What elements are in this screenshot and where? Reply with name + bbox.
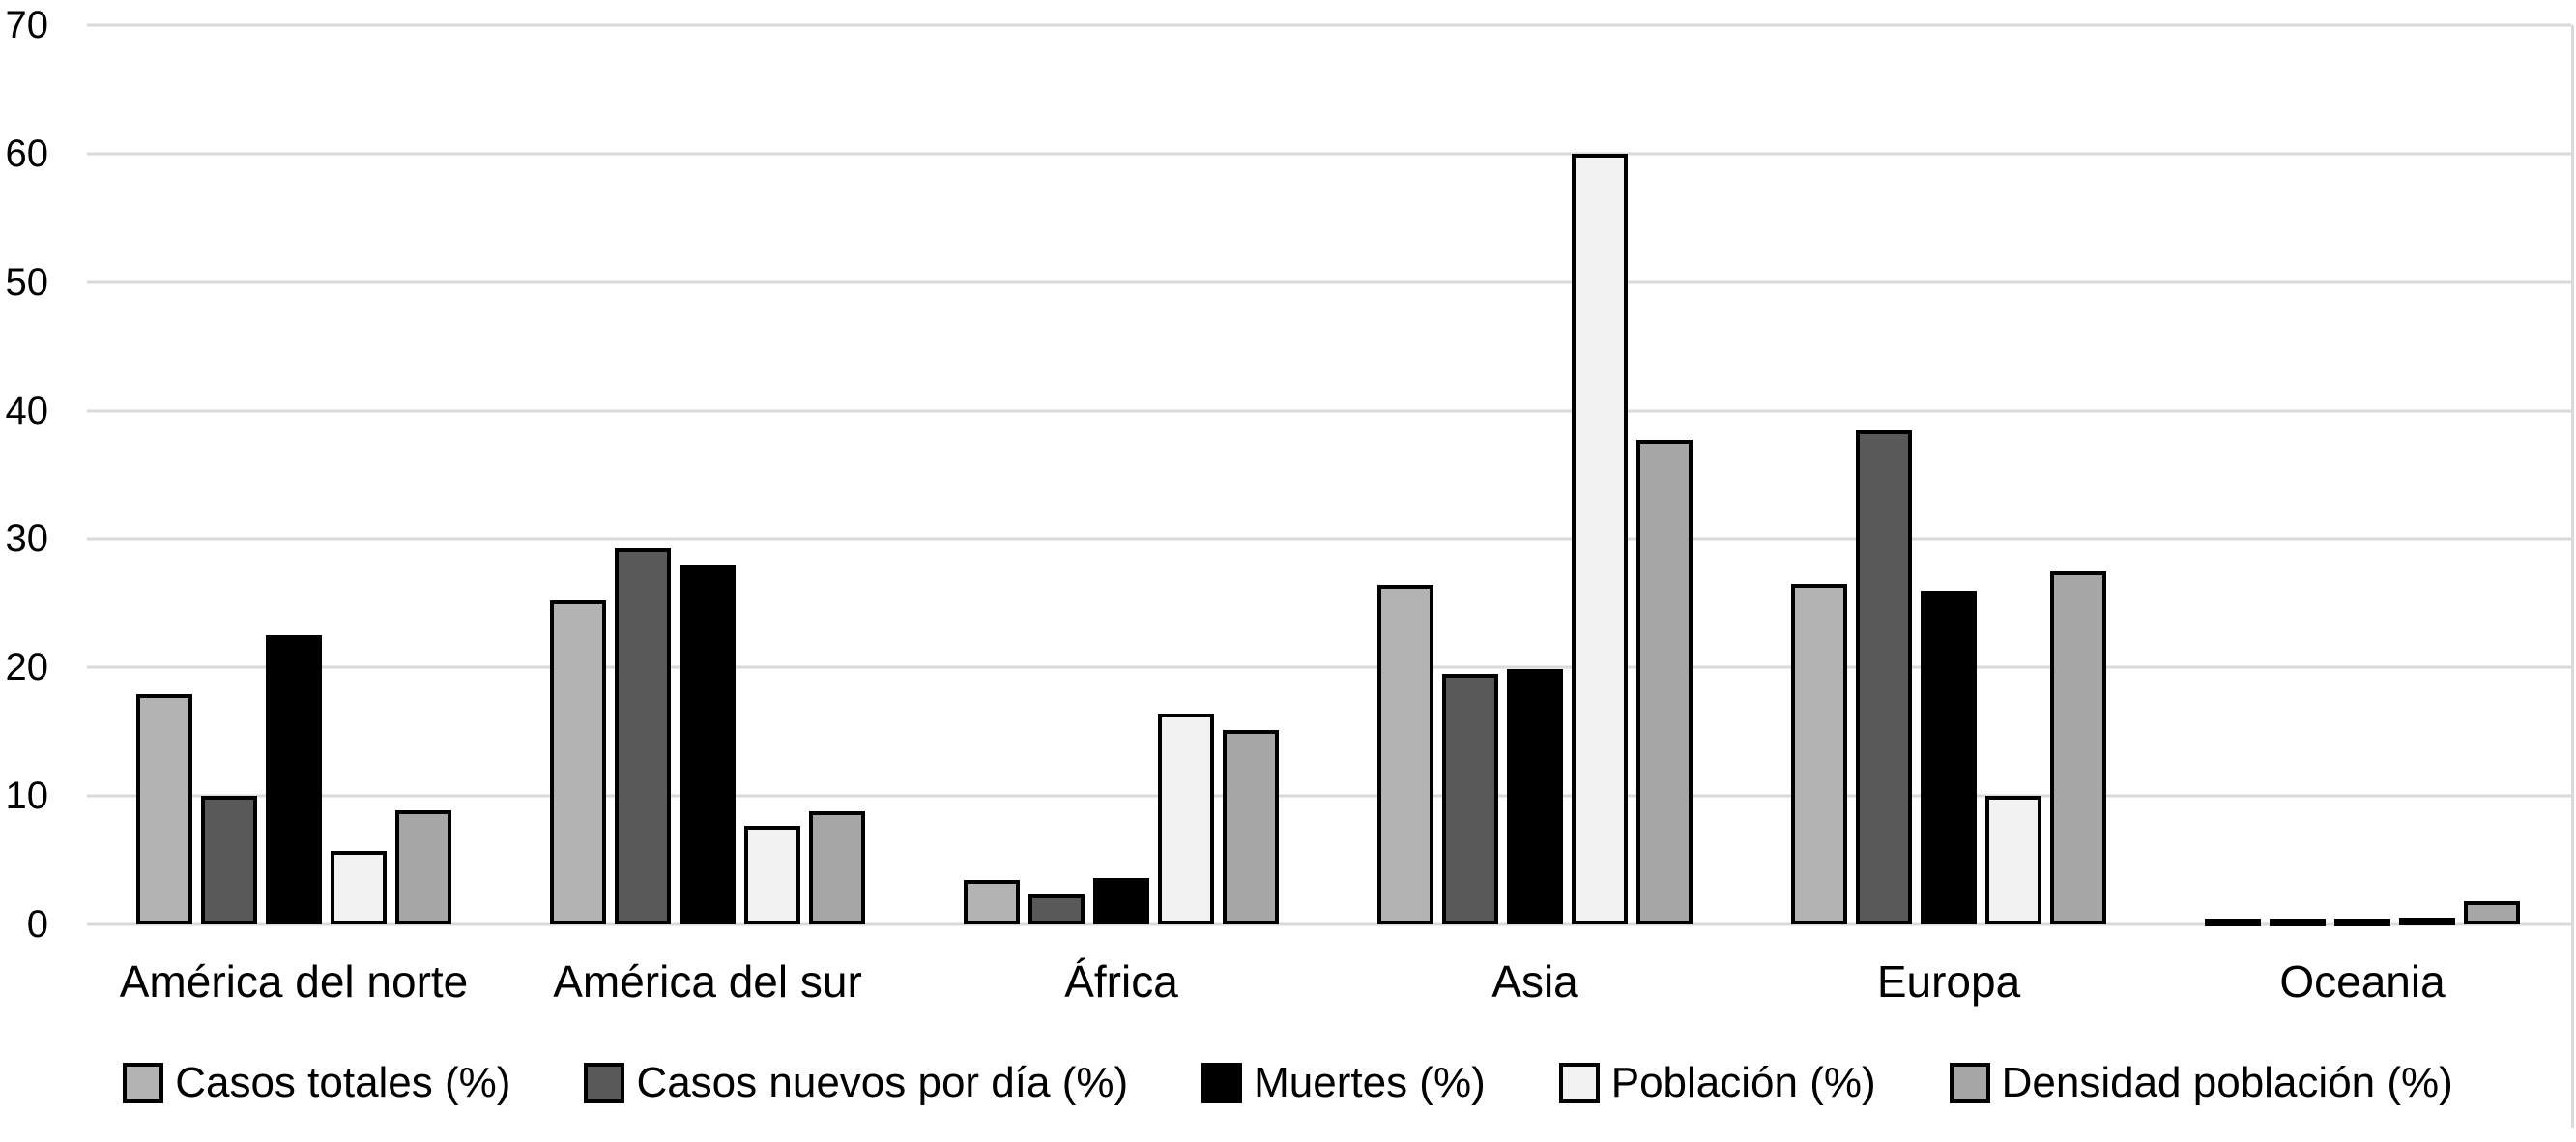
legend-swatch-icon — [584, 1063, 625, 1103]
bar — [395, 809, 451, 924]
y-tick-label: 30 — [5, 517, 49, 561]
legend-item: Muertes (%) — [1201, 1060, 1486, 1106]
bar — [1636, 440, 1693, 924]
gridline-0 — [87, 922, 2571, 926]
bar — [1791, 583, 1847, 924]
y-tick-label: 0 — [26, 903, 48, 946]
bar — [2399, 918, 2455, 926]
y-tick-label: 20 — [5, 646, 49, 689]
legend-label: Muertes (%) — [1254, 1059, 1486, 1106]
category-label: América del sur — [553, 956, 862, 1007]
bar — [1377, 585, 1433, 924]
category-label: Europa — [1876, 956, 2021, 1007]
gridline-40 — [87, 409, 2571, 413]
category-label: Asia — [1491, 956, 1578, 1007]
legend-item: Casos totales (%) — [123, 1060, 510, 1106]
bar — [1223, 730, 1279, 924]
y-tick-label: 70 — [5, 4, 49, 46]
bar — [809, 811, 865, 924]
bar — [964, 879, 1020, 924]
y-tick-label: 40 — [5, 389, 49, 432]
gridline-70 — [87, 23, 2571, 27]
category-label: Oceania — [2279, 956, 2446, 1007]
bar — [266, 635, 322, 924]
bar — [1921, 590, 1977, 924]
category-label: América del norte — [119, 956, 469, 1007]
bar — [1507, 668, 1563, 924]
legend-item: Densidad población (%) — [1949, 1059, 2453, 1106]
bar — [1572, 153, 1628, 924]
gridline-10 — [87, 794, 2571, 798]
bar — [680, 565, 736, 924]
legend-swatch-icon — [123, 1063, 164, 1103]
bar — [1028, 894, 1085, 924]
gridline-60 — [87, 152, 2571, 156]
bar — [331, 851, 387, 924]
legend-item: Casos nuevos por día (%) — [584, 1060, 1128, 1106]
bar — [1093, 878, 1149, 924]
bar — [201, 796, 257, 924]
bar — [1856, 429, 1912, 924]
bar — [2334, 919, 2390, 926]
legend-label: Población (%) — [1610, 1059, 1876, 1106]
legend-item: Población (%) — [1558, 1059, 1876, 1106]
plot-right-border — [2571, 25, 2574, 1128]
legend-label: Casos totales (%) — [175, 1059, 511, 1106]
bar — [550, 600, 606, 924]
legend-swatch-icon — [1949, 1063, 1990, 1103]
category-label: África — [1064, 956, 1178, 1007]
y-tick-label: 10 — [5, 775, 49, 818]
legend-label: Casos nuevos por día (%) — [636, 1059, 1129, 1106]
bar — [1985, 796, 2041, 924]
legend-label: Densidad población (%) — [2001, 1059, 2453, 1106]
gridline-20 — [87, 665, 2571, 669]
bar — [1158, 714, 1214, 924]
bar — [615, 547, 671, 924]
bar — [1442, 673, 1498, 924]
legend-swatch-icon — [1558, 1063, 1600, 1103]
gridline-50 — [87, 280, 2571, 284]
bar — [2050, 571, 2106, 924]
gridline-30 — [87, 537, 2571, 541]
bar — [2270, 919, 2326, 926]
bar — [2464, 901, 2520, 924]
bar — [744, 825, 800, 924]
y-tick-label: 50 — [5, 260, 49, 304]
chart-legend: Casos totales (%) Casos nuevos por día (%… — [0, 1060, 2576, 1106]
bar — [2205, 919, 2261, 926]
bar — [136, 694, 192, 924]
legend-swatch-icon — [1201, 1063, 1243, 1103]
y-tick-label: 60 — [5, 132, 49, 175]
